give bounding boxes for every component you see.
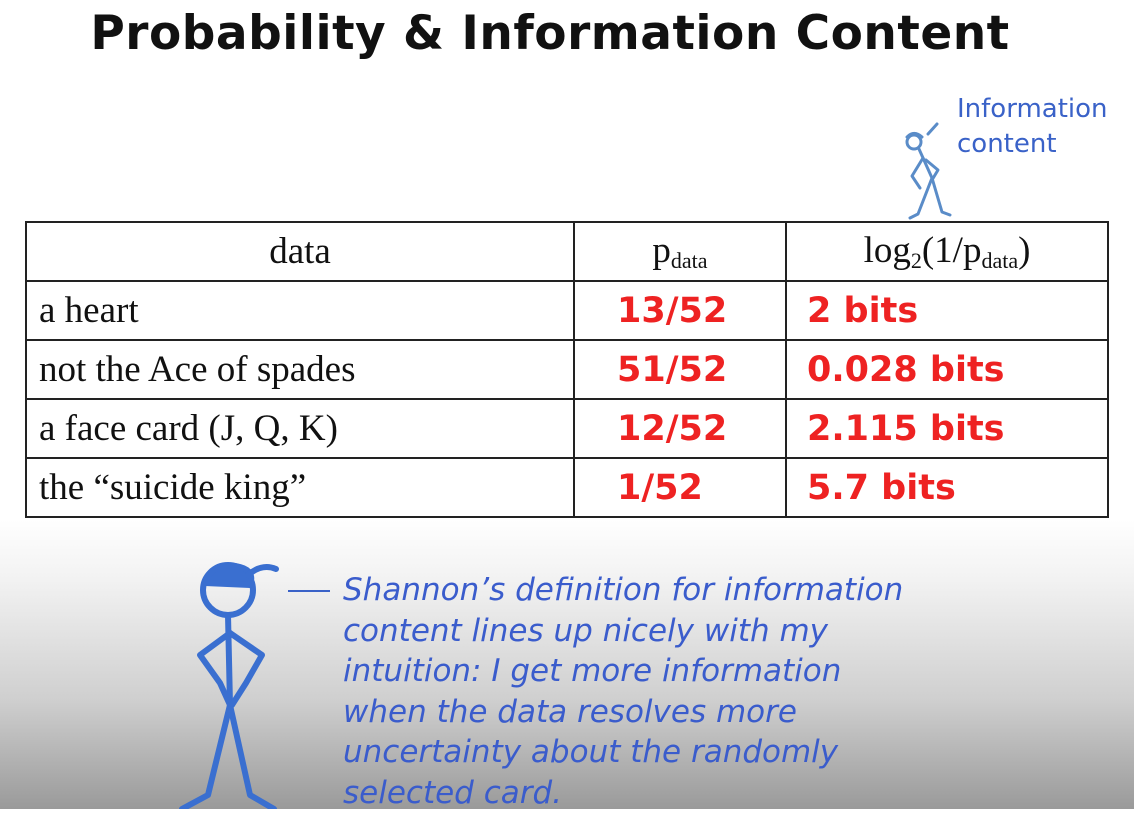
header-log-suffix: ) [1018, 230, 1030, 271]
table-row: a face card (J, Q, K) 12/52 2.115 bits [26, 399, 1108, 458]
header-p-sub: data [671, 248, 708, 273]
header-log: log2(1/pdata) [786, 222, 1108, 281]
header-log-base: 2 [911, 248, 922, 273]
quote-line: uncertainty about the randomly [343, 732, 1043, 773]
header-log-prefix: log [864, 230, 911, 271]
row-probability: 12/52 [574, 399, 786, 458]
table-row: a heart 13/52 2 bits [26, 281, 1108, 340]
large-stick-figure [150, 555, 300, 809]
annotation-line-2: content [957, 127, 1108, 162]
header-p-base: p [652, 230, 671, 271]
header-log-mid: (1/p [922, 230, 982, 271]
row-probability: 13/52 [574, 281, 786, 340]
header-p-data: pdata [574, 222, 786, 281]
quote-line: Shannon’s definition for information [343, 570, 1043, 611]
table-header-row: data pdata log2(1/pdata) [26, 222, 1108, 281]
info-content-annotation: Information content [957, 92, 1108, 162]
table-row: the “suicide king” 1/52 5.7 bits [26, 458, 1108, 517]
row-information: 2 bits [786, 281, 1108, 340]
header-log-sub: data [981, 248, 1018, 273]
row-probability: 1/52 [574, 458, 786, 517]
quote-line: intuition: I get more information [343, 651, 1043, 692]
quote-line: selected card. [343, 773, 1043, 813]
quote-line: content lines up nicely with my [343, 611, 1043, 652]
row-data: a heart [26, 281, 574, 340]
table-row: not the Ace of spades 51/52 0.028 bits [26, 340, 1108, 399]
quote-line: when the data resolves more [343, 692, 1043, 733]
header-data: data [26, 222, 574, 281]
small-stick-figure [892, 118, 962, 223]
probability-table: data pdata log2(1/pdata) a heart 13/52 2… [25, 221, 1109, 518]
row-data: a face card (J, Q, K) [26, 399, 574, 458]
shannon-quote: Shannon’s definition for information con… [343, 570, 1043, 813]
annotation-line-1: Information [957, 92, 1108, 127]
row-data: the “suicide king” [26, 458, 574, 517]
row-information: 0.028 bits [786, 340, 1108, 399]
page-title: Probability & Information Content [0, 6, 1100, 61]
row-probability: 51/52 [574, 340, 786, 399]
row-information: 5.7 bits [786, 458, 1108, 517]
row-data: not the Ace of spades [26, 340, 574, 399]
quote-connector-line [288, 590, 330, 592]
row-information: 2.115 bits [786, 399, 1108, 458]
